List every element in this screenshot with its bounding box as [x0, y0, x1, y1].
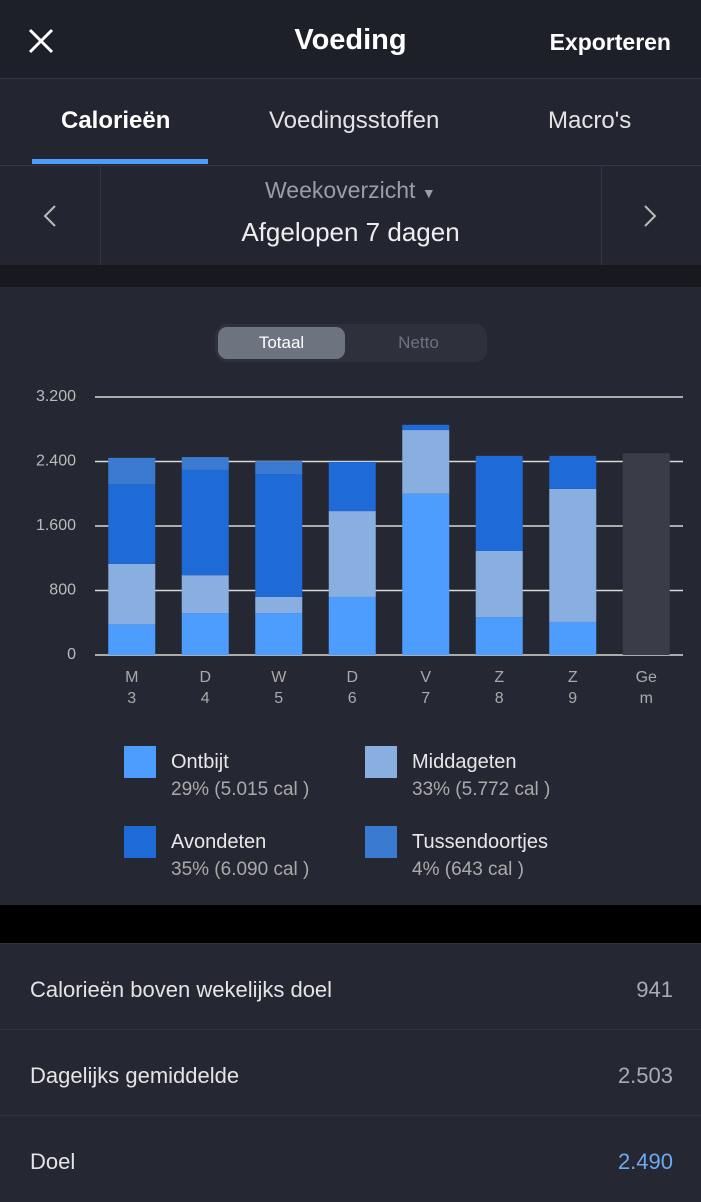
bar-segment: [402, 430, 450, 494]
period-mode[interactable]: Weekoverzicht ▼: [265, 177, 436, 203]
mode: Weekoverzicht: [265, 177, 416, 203]
export[interactable]: Exporteren: [549, 29, 671, 55]
header: Voeding Exporteren: [0, 0, 701, 79]
next[interactable]: [642, 204, 658, 228]
x-day: Z: [494, 669, 505, 686]
toggle: Totaal Netto: [215, 324, 487, 362]
stat-label: Calorieën boven wekelijks doel: [30, 977, 333, 1002]
x-day: Gem: [635, 669, 657, 707]
spacer: [0, 265, 701, 287]
tab[interactable]: Macro's: [548, 107, 632, 134]
x-day: W: [271, 669, 287, 686]
bar-segment: [549, 455, 597, 489]
bar-segment: [402, 424, 450, 431]
bar-segment: [402, 493, 450, 655]
legend-detail: 35% (6.090 cal ): [171, 859, 310, 880]
title: Voeding: [294, 24, 407, 56]
bar-segment: [255, 596, 303, 614]
x-date: 5: [274, 690, 284, 707]
bar-segment: [549, 488, 597, 622]
chart: 0 800 1.600 2.400 3.200: [36, 388, 683, 663]
legend-name: Ontbijt: [171, 751, 229, 773]
bar-segment: [255, 473, 303, 597]
x-day: D: [346, 669, 359, 686]
y-tick-label: 2.400: [36, 453, 76, 470]
x-day: M: [125, 669, 139, 686]
average-bar: [622, 453, 670, 655]
bar-segment: [328, 461, 376, 512]
x-day: Z: [567, 669, 578, 686]
stat-row: Dagelijks gemiddelde 2.503: [0, 1029, 701, 1116]
bar-segment: [328, 596, 376, 655]
bar-segment: [549, 621, 597, 655]
stat-label: Dagelijks gemiddelde: [30, 1063, 240, 1088]
bar-segment: [255, 461, 303, 474]
bar-segment: [475, 455, 523, 551]
tab-indicator: [32, 159, 208, 164]
bar-segment: [108, 563, 156, 625]
stat-value: 941: [636, 977, 673, 1002]
toggle-option[interactable]: Netto: [398, 333, 439, 352]
stat-value: 2.503: [617, 1063, 673, 1088]
tab[interactable]: Calorieën: [61, 107, 171, 134]
legend-swatch: [124, 746, 156, 778]
bar-segment: [475, 550, 523, 618]
prev[interactable]: [42, 204, 58, 228]
y-tick-label: 0: [67, 646, 76, 663]
bar-segment: [108, 484, 156, 564]
spacer: [0, 905, 701, 943]
stat-row: Calorieën boven wekelijks doel 941: [0, 943, 701, 1030]
x-date: 4: [200, 690, 210, 707]
legend-name: Tussendoortjes: [412, 831, 548, 853]
bar-segment: [328, 511, 376, 597]
y-tick-label: 3.200: [36, 388, 76, 405]
toggle-option[interactable]: Totaal: [218, 327, 345, 359]
stat-value: 2.490: [617, 1149, 673, 1174]
divider: [100, 166, 101, 265]
x-day: V: [420, 669, 432, 686]
bar-segment: [108, 457, 156, 485]
x-tick-label: Gem: [629, 667, 663, 709]
x-date: 6: [347, 690, 357, 707]
tab[interactable]: Voedingsstoffen: [269, 107, 440, 134]
legend-detail: 33% (5.772 cal ): [412, 779, 551, 800]
legend-swatch: [365, 826, 397, 858]
divider: [601, 166, 602, 265]
bar-segment: [475, 617, 523, 655]
legend-detail: 29% (5.015 cal ): [171, 779, 310, 800]
legend-name: Avondeten: [171, 831, 267, 853]
x-date: 8: [494, 690, 504, 707]
legend-detail: 4% (643 cal ): [412, 859, 524, 880]
x-date: 9: [568, 690, 578, 707]
close-icon[interactable]: [28, 28, 54, 54]
legend-swatch: [365, 746, 397, 778]
y-tick-label: 1.600: [36, 517, 76, 534]
stat-row: Doel 2.490: [0, 1115, 701, 1202]
stat-label: Doel: [30, 1149, 76, 1174]
period-nav: Weekoverzicht ▼ Afgelopen 7 dagen: [0, 166, 701, 265]
legend-name: Middageten: [412, 751, 517, 773]
y-tick-label: 800: [49, 582, 76, 599]
legend-swatch: [124, 826, 156, 858]
bar-segment: [181, 613, 229, 655]
tabs: Calorieën Voedingsstoffen Macro's: [0, 79, 701, 166]
x-day: D: [199, 669, 212, 686]
bar-segment: [181, 575, 229, 614]
bar-segment: [181, 469, 229, 576]
bar-segment: [181, 457, 229, 470]
x-date: 3: [127, 690, 137, 707]
bar-segment: [255, 613, 303, 655]
bar-segment: [108, 624, 156, 655]
x-date: 7: [421, 690, 431, 707]
period-range: Afgelopen 7 dagen: [241, 217, 460, 247]
